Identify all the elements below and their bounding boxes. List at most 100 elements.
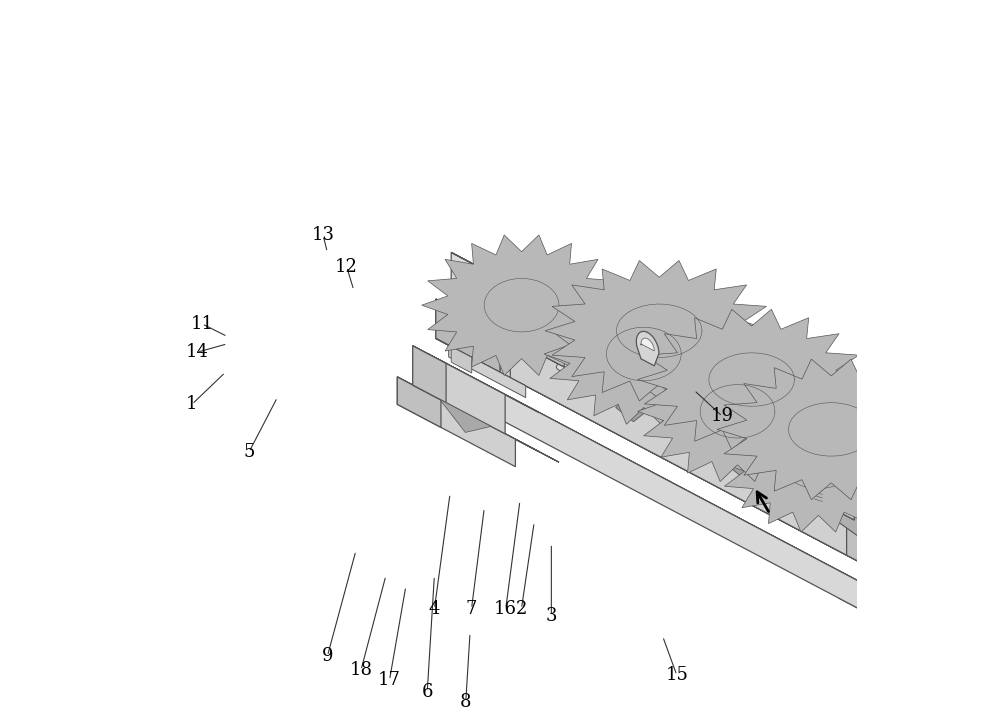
Polygon shape — [739, 404, 867, 472]
Polygon shape — [640, 356, 648, 411]
Polygon shape — [798, 412, 839, 512]
Text: 14: 14 — [185, 343, 208, 362]
Polygon shape — [554, 299, 677, 364]
Polygon shape — [717, 359, 945, 500]
Ellipse shape — [523, 345, 539, 354]
Polygon shape — [639, 338, 659, 371]
Polygon shape — [397, 377, 515, 467]
Polygon shape — [832, 500, 882, 536]
Polygon shape — [413, 346, 505, 434]
Polygon shape — [397, 377, 559, 463]
Text: 13: 13 — [312, 226, 335, 244]
Polygon shape — [623, 311, 680, 342]
Polygon shape — [449, 345, 526, 397]
Polygon shape — [719, 392, 918, 532]
Polygon shape — [718, 385, 770, 475]
Ellipse shape — [762, 471, 777, 480]
Text: 18: 18 — [349, 662, 372, 679]
Polygon shape — [500, 392, 911, 636]
Polygon shape — [626, 337, 677, 427]
Polygon shape — [840, 496, 890, 531]
Polygon shape — [731, 454, 767, 483]
Polygon shape — [772, 457, 844, 495]
Polygon shape — [698, 374, 770, 475]
Polygon shape — [500, 333, 510, 377]
Polygon shape — [711, 439, 736, 460]
Text: 9: 9 — [322, 647, 333, 665]
Polygon shape — [814, 463, 822, 503]
Text: 16: 16 — [494, 600, 517, 618]
Ellipse shape — [608, 390, 623, 398]
Polygon shape — [677, 402, 749, 441]
Polygon shape — [839, 571, 911, 636]
Polygon shape — [813, 420, 854, 520]
Polygon shape — [664, 334, 680, 428]
Text: 19: 19 — [711, 407, 734, 425]
Polygon shape — [451, 252, 564, 312]
Ellipse shape — [710, 444, 726, 453]
Polygon shape — [428, 354, 500, 420]
Ellipse shape — [780, 480, 795, 489]
Polygon shape — [436, 299, 510, 339]
Polygon shape — [436, 299, 911, 550]
Polygon shape — [731, 450, 757, 471]
Polygon shape — [436, 299, 500, 372]
Polygon shape — [883, 465, 913, 551]
Polygon shape — [641, 338, 654, 351]
Text: 2: 2 — [516, 600, 527, 618]
Ellipse shape — [574, 372, 590, 381]
Polygon shape — [798, 412, 854, 442]
Polygon shape — [638, 341, 837, 482]
Polygon shape — [545, 261, 773, 401]
Polygon shape — [655, 329, 663, 372]
Polygon shape — [497, 300, 533, 319]
Polygon shape — [870, 508, 898, 523]
Polygon shape — [711, 443, 746, 472]
Ellipse shape — [659, 417, 675, 425]
Text: 1: 1 — [186, 395, 198, 413]
Polygon shape — [816, 445, 867, 527]
Polygon shape — [857, 451, 913, 551]
Text: 17: 17 — [378, 672, 401, 690]
Text: 3: 3 — [546, 607, 557, 625]
Text: 6: 6 — [422, 683, 433, 701]
Text: 12: 12 — [335, 258, 358, 276]
Polygon shape — [585, 354, 657, 392]
Polygon shape — [739, 404, 816, 500]
Polygon shape — [513, 285, 564, 367]
Polygon shape — [826, 435, 913, 480]
Polygon shape — [500, 333, 911, 589]
Polygon shape — [436, 299, 847, 555]
Ellipse shape — [677, 426, 693, 435]
Polygon shape — [422, 235, 621, 375]
Polygon shape — [428, 354, 911, 609]
Polygon shape — [482, 292, 505, 320]
Polygon shape — [451, 347, 472, 373]
Polygon shape — [413, 346, 539, 412]
Polygon shape — [436, 339, 911, 589]
Polygon shape — [639, 320, 680, 428]
Ellipse shape — [728, 453, 744, 462]
Polygon shape — [605, 326, 677, 427]
Polygon shape — [616, 393, 651, 422]
Polygon shape — [623, 311, 664, 420]
Polygon shape — [643, 344, 655, 356]
Polygon shape — [716, 361, 757, 468]
Polygon shape — [636, 332, 659, 366]
Polygon shape — [397, 377, 441, 427]
Ellipse shape — [520, 344, 536, 352]
Polygon shape — [413, 346, 446, 402]
Polygon shape — [482, 299, 533, 327]
Text: 7: 7 — [466, 600, 477, 618]
Polygon shape — [790, 431, 867, 527]
Text: 11: 11 — [190, 315, 213, 333]
Ellipse shape — [487, 326, 503, 334]
Ellipse shape — [813, 498, 829, 507]
Polygon shape — [554, 299, 626, 400]
Text: 8: 8 — [460, 693, 472, 711]
Polygon shape — [847, 516, 911, 589]
Ellipse shape — [556, 362, 572, 371]
Polygon shape — [646, 347, 770, 412]
Polygon shape — [464, 283, 505, 304]
Polygon shape — [826, 435, 857, 521]
